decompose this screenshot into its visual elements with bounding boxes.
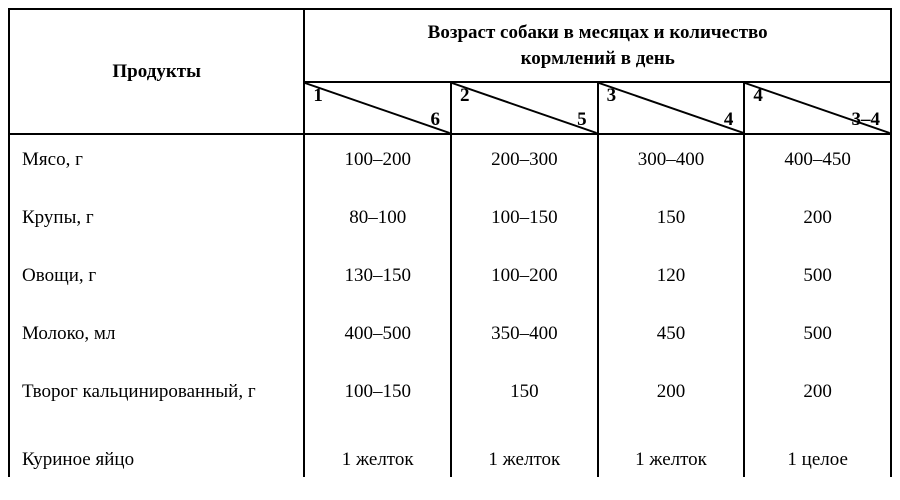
- header-col-4: 4 3–4: [744, 82, 891, 134]
- header-products: Продукты: [9, 9, 304, 134]
- col3-month: 3: [607, 85, 617, 107]
- cell-value: 500: [745, 309, 890, 367]
- cell-value: 500: [745, 251, 890, 309]
- header-age: Возраст собаки в месяцах и количество ко…: [304, 9, 891, 82]
- header-col-3: 3 4: [598, 82, 745, 134]
- row-label: Овощи, г: [10, 251, 303, 309]
- table-body-row: Мясо, г Крупы, г Овощи, г Молоко, мл Тво…: [9, 134, 891, 477]
- cell-value: 80–100: [305, 193, 450, 251]
- col4-month: 4: [753, 85, 763, 107]
- col3-feedings: 4: [724, 109, 734, 131]
- cell-value: 1 желток: [599, 435, 744, 477]
- cell-value: 130–150: [305, 251, 450, 309]
- cell-value: 1 желток: [305, 435, 450, 477]
- cell-value: 100–150: [452, 193, 597, 251]
- cell-value: 450: [599, 309, 744, 367]
- data-column-3: 300–400 150 120 450 200 1 желток: [598, 134, 745, 477]
- row-label: Молоко, мл: [10, 309, 303, 367]
- row-label: Творог кальцинирован­ный, г: [10, 367, 303, 435]
- col4-feedings: 3–4: [852, 109, 881, 131]
- data-column-4: 400–450 200 500 500 200 1 целое: [744, 134, 891, 477]
- row-label: Крупы, г: [10, 193, 303, 251]
- cell-value: 100–150: [305, 367, 450, 435]
- cell-value: 400–450: [745, 135, 890, 193]
- row-label: Куриное яйцо: [10, 435, 303, 477]
- cell-value: 400–500: [305, 309, 450, 367]
- header-col-1: 1 6: [304, 82, 451, 134]
- header-age-line2: кормлений в день: [521, 48, 675, 69]
- cell-value: 1 желток: [452, 435, 597, 477]
- cell-value: 200: [745, 367, 890, 435]
- col2-feedings: 5: [577, 109, 587, 131]
- header-col-2: 2 5: [451, 82, 598, 134]
- feeding-table: Продукты Возраст собаки в месяцах и коли…: [8, 8, 892, 477]
- data-column-1: 100–200 80–100 130–150 400–500 100–150 1…: [304, 134, 451, 477]
- col1-feedings: 6: [431, 109, 441, 131]
- cell-value: 200–300: [452, 135, 597, 193]
- cell-value: 100–200: [305, 135, 450, 193]
- row-label: Мясо, г: [10, 135, 303, 193]
- cell-value: 300–400: [599, 135, 744, 193]
- cell-value: 200: [745, 193, 890, 251]
- col1-month: 1: [313, 85, 323, 107]
- cell-value: 150: [452, 367, 597, 435]
- cell-value: 150: [599, 193, 744, 251]
- cell-value: 1 целое: [745, 435, 890, 477]
- header-age-line1: Возраст собаки в месяцах и количество: [428, 22, 768, 43]
- cell-value: 200: [599, 367, 744, 435]
- cell-value: 350–400: [452, 309, 597, 367]
- cell-value: 100–200: [452, 251, 597, 309]
- col2-month: 2: [460, 85, 470, 107]
- data-column-2: 200–300 100–150 100–200 350–400 150 1 же…: [451, 134, 598, 477]
- products-column: Мясо, г Крупы, г Овощи, г Молоко, мл Тво…: [9, 134, 304, 477]
- cell-value: 120: [599, 251, 744, 309]
